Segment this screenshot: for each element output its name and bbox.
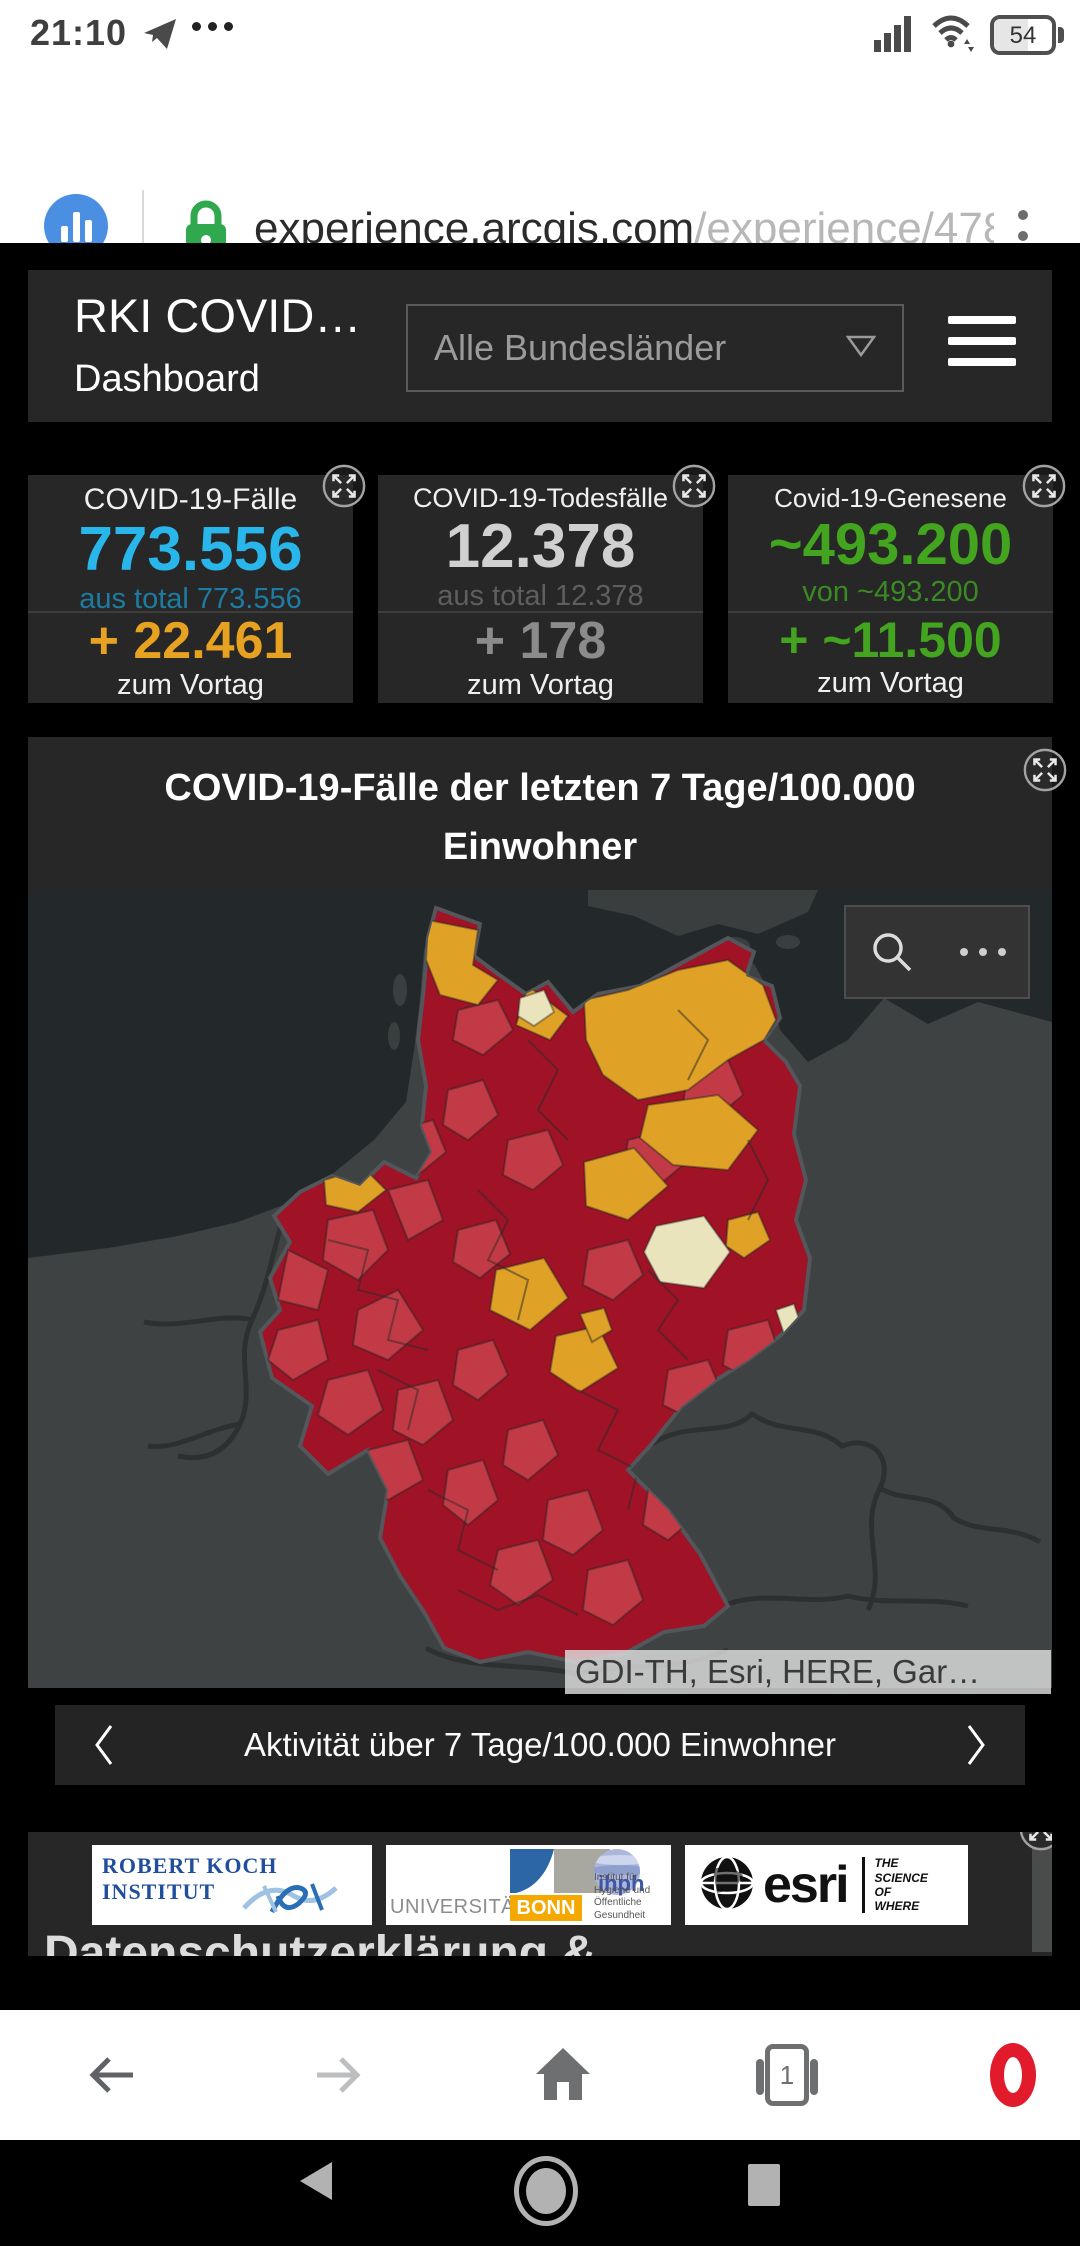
status-bar: 21:10 bbox=[0, 0, 1080, 62]
more-notifications-icon bbox=[192, 22, 233, 31]
opera-menu-button[interactable] bbox=[978, 2040, 1048, 2110]
dashboard-subtitle: Dashboard bbox=[74, 358, 260, 400]
ihph-text: ihph bbox=[598, 1871, 645, 1896]
ellipsis-icon bbox=[959, 948, 1006, 956]
tab-switcher-icon: 1 bbox=[756, 2044, 818, 2106]
browser-url-bar: experience.arcgis.com/experience/478220 bbox=[0, 62, 1080, 270]
map-search-button[interactable] bbox=[846, 907, 937, 997]
opera-logo-icon bbox=[990, 2043, 1036, 2107]
cases-delta: + 22.461 bbox=[88, 612, 293, 670]
battery-percent: 54 bbox=[1009, 21, 1037, 49]
divider bbox=[142, 190, 144, 270]
cases-title: COVID-19-Fälle bbox=[83, 483, 298, 516]
recovered-title: Covid-19-Genesene bbox=[774, 483, 1007, 513]
browser-back-button[interactable] bbox=[78, 2040, 148, 2110]
map-more-button[interactable] bbox=[937, 907, 1028, 997]
expand-icon[interactable] bbox=[671, 463, 717, 509]
browser-forward-button[interactable] bbox=[302, 2040, 372, 2110]
android-recents-button[interactable] bbox=[748, 2164, 780, 2206]
rki-logo-text: ROBERT KOCH INSTITUT bbox=[102, 1853, 278, 1904]
ihph-institute-text: Institut für Hygiene und Öffentliche Ges… bbox=[594, 1872, 651, 1921]
home-icon bbox=[536, 2048, 590, 2100]
footer-card: ROBERT KOCH INSTITUT bbox=[28, 1832, 1052, 1956]
esri-wordmark: esri bbox=[763, 1856, 850, 1914]
signal-icon bbox=[874, 12, 916, 57]
battery-icon: 54 bbox=[990, 14, 1056, 55]
android-back-button[interactable] bbox=[300, 2162, 332, 2200]
search-icon bbox=[872, 933, 911, 972]
android-nav-bar bbox=[0, 2140, 1080, 2246]
expand-icon[interactable] bbox=[1018, 1832, 1052, 1852]
esri-tagline: THE SCIENCE OF WHERE bbox=[874, 1856, 928, 1914]
expand-icon[interactable] bbox=[1022, 747, 1068, 793]
bundesland-select[interactable]: Alle Bundesländer bbox=[406, 304, 904, 392]
cases-value: 773.556 bbox=[78, 515, 303, 584]
divider bbox=[861, 1857, 865, 1913]
germany-choropleth-map[interactable] bbox=[28, 890, 1052, 1688]
map-toolbar bbox=[844, 905, 1030, 999]
carousel-prev-button[interactable] bbox=[93, 1723, 115, 1772]
recovered-card: Covid-19-Genesene ~493.200 von ~493.200 … bbox=[728, 475, 1053, 703]
privacy-link[interactable]: Datenschutzerklärung & bbox=[44, 1927, 597, 1956]
recovered-delta: + ~11.500 bbox=[779, 612, 1002, 668]
map-card: COVID-19-Fälle der letzten 7 Tage/100.00… bbox=[28, 737, 1052, 1694]
cases-card: COVID-19-Fälle 773.556 aus total 773.556… bbox=[28, 475, 353, 703]
widget-carousel: Aktivität über 7 Tage/100.000 Einwohner bbox=[55, 1705, 1025, 1785]
dashboard-title: RKI COVID… bbox=[74, 289, 362, 342]
cases-delta-label: zum Vortag bbox=[117, 669, 264, 701]
menu-button[interactable] bbox=[948, 316, 1016, 366]
carousel-label: Aktivität über 7 Tage/100.000 Einwohner bbox=[244, 1726, 836, 1763]
clock: 21:10 bbox=[30, 12, 128, 53]
rki-fish-icon bbox=[234, 1878, 344, 1923]
dashboard-page: RKI COVID… Dashboard Alle Bundesländer C… bbox=[0, 243, 1080, 2010]
browser-bottom-bar: 1 bbox=[0, 2010, 1080, 2140]
browser-home-button[interactable] bbox=[528, 2040, 598, 2110]
uni-bonn-logo[interactable]: UNIVERSITÄT BONN ihph Institut für Hygie… bbox=[386, 1845, 671, 1925]
battery-nub bbox=[1058, 26, 1064, 43]
deaths-card: COVID-19-Todesfälle 12.378 aus total 12.… bbox=[378, 475, 703, 703]
rki-logo[interactable]: ROBERT KOCH INSTITUT bbox=[92, 1845, 372, 1925]
deaths-delta: + 178 bbox=[474, 612, 607, 670]
deaths-delta-label: zum Vortag bbox=[467, 669, 614, 701]
uni-bonn-text: UNIVERSITÄT bbox=[390, 1896, 528, 1918]
dashboard-header: RKI COVID… Dashboard Alle Bundesländer bbox=[28, 270, 1052, 422]
tab-count: 1 bbox=[779, 2059, 795, 2090]
map-attribution: GDI-TH, Esri, HERE, Gar… bbox=[565, 1650, 1051, 1694]
footer-scrollbar[interactable] bbox=[1032, 1848, 1052, 1952]
wifi-icon bbox=[930, 12, 976, 57]
telegram-notification-icon bbox=[142, 16, 178, 57]
recovered-delta-label: zum Vortag bbox=[817, 667, 964, 699]
deaths-value: 12.378 bbox=[445, 512, 636, 581]
expand-icon[interactable] bbox=[1021, 463, 1067, 509]
carousel-next-button[interactable] bbox=[965, 1723, 987, 1772]
bundesland-select-value: Alle Bundesländer bbox=[434, 327, 727, 368]
map-title: COVID-19-Fälle der letzten 7 Tage/100.00… bbox=[164, 767, 916, 868]
android-home-button[interactable] bbox=[514, 2156, 578, 2226]
deaths-title: COVID-19-Todesfälle bbox=[412, 483, 669, 513]
chevron-down-icon bbox=[845, 335, 877, 362]
deaths-subvalue: aus total 12.378 bbox=[437, 580, 644, 612]
expand-icon[interactable] bbox=[321, 463, 367, 509]
recovered-subvalue: von ~493.200 bbox=[802, 576, 979, 608]
bonn-text: BONN bbox=[510, 1895, 582, 1921]
esri-logo[interactable]: esri THE SCIENCE OF WHERE bbox=[685, 1845, 968, 1925]
cases-subvalue: aus total 773.556 bbox=[79, 583, 302, 615]
esri-globe-icon bbox=[699, 1855, 755, 1916]
recovered-value: ~493.200 bbox=[768, 512, 1013, 577]
browser-tabs-button[interactable]: 1 bbox=[752, 2040, 822, 2110]
ihph-emblem-icon bbox=[594, 1849, 640, 1895]
